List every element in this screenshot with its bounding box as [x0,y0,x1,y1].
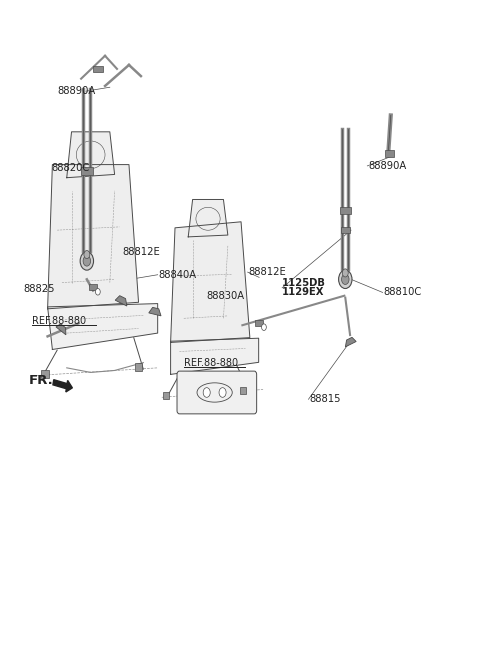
Text: 88830A: 88830A [206,290,245,301]
Polygon shape [48,304,157,350]
Bar [384,150,394,157]
Circle shape [80,252,94,270]
Polygon shape [170,338,259,374]
Text: FR.: FR. [28,374,53,388]
Circle shape [342,269,348,277]
Polygon shape [170,222,250,342]
Bar [89,284,97,290]
Polygon shape [346,337,356,347]
Text: 88810C: 88810C [384,288,422,298]
Polygon shape [188,200,228,237]
Text: 88812E: 88812E [123,247,160,257]
Bar [339,206,351,214]
Circle shape [338,270,352,288]
Circle shape [203,388,210,397]
Polygon shape [67,132,115,177]
Text: 88815: 88815 [310,394,341,404]
Polygon shape [56,324,66,335]
Polygon shape [48,165,139,309]
Text: 1129EX: 1129EX [282,288,324,298]
Bar [41,370,49,378]
Text: 88825: 88825 [24,284,55,294]
Bar [93,66,103,72]
Bar [240,387,246,394]
Text: 88820C: 88820C [51,163,89,173]
Circle shape [84,250,90,259]
Circle shape [83,256,91,266]
Bar [340,227,350,233]
FancyArrow shape [53,380,72,392]
FancyBboxPatch shape [177,371,257,414]
Text: 88840A: 88840A [158,270,197,280]
Text: 88890A: 88890A [368,161,407,171]
Bar [135,363,143,371]
Bar [163,392,169,399]
Polygon shape [149,307,161,316]
Circle shape [342,274,349,284]
Circle shape [96,288,100,295]
Text: 88890A: 88890A [57,86,96,96]
Bar [255,321,264,327]
Circle shape [219,388,226,397]
Text: REF.88-880: REF.88-880 [183,358,238,368]
Text: 88812E: 88812E [249,267,287,277]
Bar [81,167,93,175]
Polygon shape [115,296,127,306]
Text: 1125DB: 1125DB [282,278,326,288]
Text: REF.88-880: REF.88-880 [32,315,86,326]
Circle shape [262,324,266,330]
